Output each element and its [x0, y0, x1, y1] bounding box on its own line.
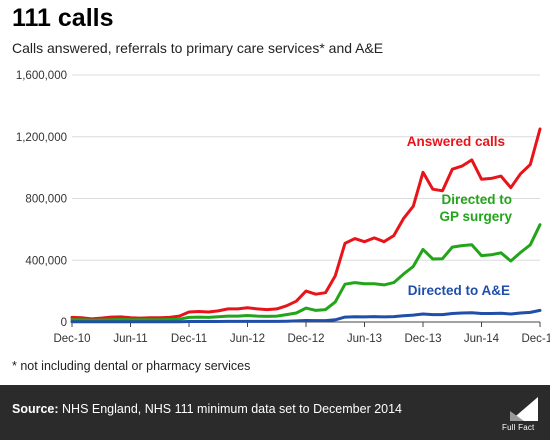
footer-bar: Source: NHS England, NHS 111 minimum dat…	[0, 385, 550, 440]
series-lines	[70, 127, 542, 324]
source-label: Source:	[12, 402, 59, 416]
full-fact-logo-icon	[510, 397, 538, 421]
x-tick-label: Dec-14	[521, 333, 550, 345]
series-line-directed-to-gp-surgery	[70, 223, 542, 322]
series-annotations: Answered calls Directed to GP surgery Di…	[407, 134, 513, 298]
series-line-directed-to-a-e	[70, 308, 542, 324]
x-tick-label: Dec-11	[171, 333, 207, 345]
annotation-gp-line1: Directed to	[441, 192, 512, 207]
y-tick-label: 400,000	[25, 255, 67, 267]
axes: 0 400,000 800,000 1,200,000 1,600,000 Dec-10 J…	[16, 70, 550, 345]
y-tick-label: 0	[61, 317, 67, 329]
chart-subtitle: Calls answered, referrals to primary car…	[12, 40, 384, 56]
brand-name: Full Fact	[502, 423, 535, 432]
x-tick-label: Dec-12	[287, 333, 324, 345]
x-tick-label: Jun-11	[113, 333, 147, 345]
y-tick-label: 1,200,000	[16, 132, 67, 144]
x-tick-label: Dec-10	[53, 333, 90, 345]
gridlines	[72, 74, 540, 261]
series-line-answered-calls	[70, 127, 542, 321]
source-body: NHS England, NHS 111 minimum data set to…	[62, 402, 403, 416]
chart-title: 111 calls	[12, 4, 114, 32]
annotation-gp-line2: GP surgery	[439, 209, 512, 224]
x-tick-label: Jun-13	[347, 333, 382, 345]
annotation-answered-calls: Answered calls	[407, 134, 505, 149]
x-tick-label: Jun-12	[230, 333, 265, 345]
y-tick-label: 800,000	[25, 194, 67, 206]
x-tick-label: Jun-14	[464, 333, 500, 345]
annotation-ae: Directed to A&E	[408, 283, 510, 298]
y-tick-label: 1,600,000	[16, 70, 67, 82]
line-chart: 0 400,000 800,000 1,200,000 1,600,000 Dec-10 J…	[16, 70, 550, 345]
footnote: * not including dental or pharmacy servi…	[12, 359, 251, 373]
source-text: Source: NHS England, NHS 111 minimum dat…	[12, 402, 402, 416]
x-tick-label: Dec-13	[404, 333, 441, 345]
